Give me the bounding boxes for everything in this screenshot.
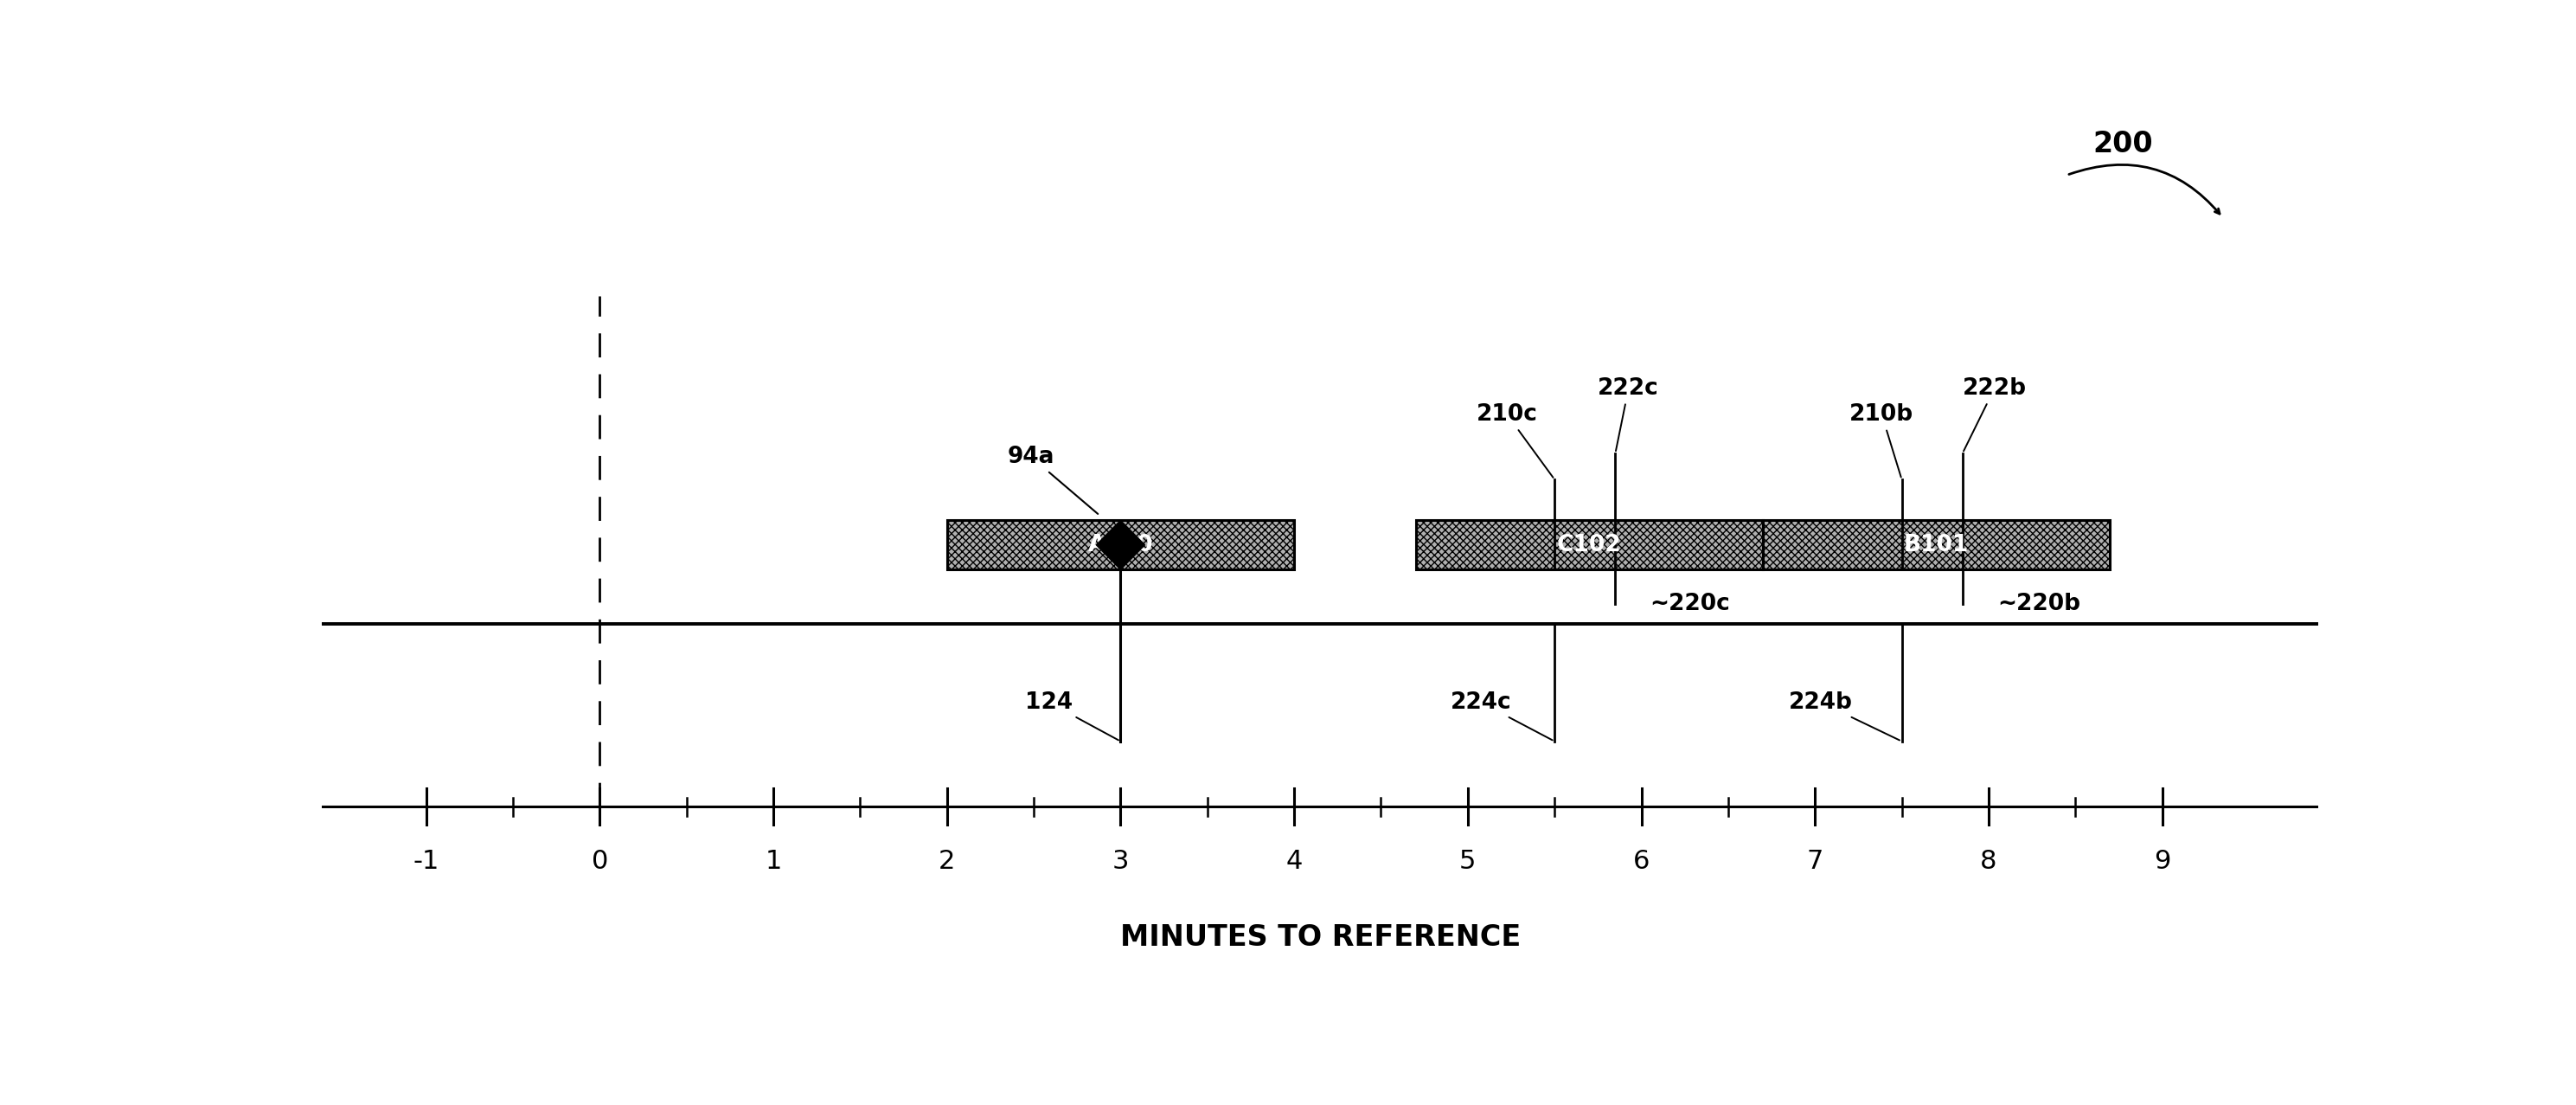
Text: 6: 6 <box>1633 850 1649 874</box>
Bar <box>1762 520 2110 569</box>
Text: 200: 200 <box>2092 130 2154 159</box>
Text: C102: C102 <box>1556 534 1620 556</box>
Text: 222c: 222c <box>1597 377 1659 451</box>
Text: ~220b: ~220b <box>1996 593 2081 615</box>
Text: 0: 0 <box>592 850 608 874</box>
Text: 2: 2 <box>938 850 956 874</box>
Text: 210b: 210b <box>1850 403 1914 477</box>
Text: 9: 9 <box>2154 850 2172 874</box>
Text: 8: 8 <box>1981 850 1996 874</box>
Text: 224c: 224c <box>1450 692 1553 740</box>
Text: ~220c: ~220c <box>1651 593 1731 615</box>
Text: MINUTES TO REFERENCE: MINUTES TO REFERENCE <box>1121 924 1520 951</box>
Text: 222b: 222b <box>1963 377 2027 451</box>
Bar <box>1417 520 1762 569</box>
Text: B101: B101 <box>1904 534 1968 556</box>
Text: 7: 7 <box>1806 850 1824 874</box>
Text: -1: -1 <box>412 850 440 874</box>
Text: 3: 3 <box>1113 850 1128 874</box>
Text: 5: 5 <box>1461 850 1476 874</box>
Text: A100: A100 <box>1087 534 1154 556</box>
Text: 210c: 210c <box>1476 403 1553 477</box>
Text: 94a: 94a <box>1007 445 1097 514</box>
Text: 1: 1 <box>765 850 781 874</box>
Text: 224b: 224b <box>1788 692 1899 740</box>
Text: 4: 4 <box>1285 850 1303 874</box>
Polygon shape <box>1097 520 1144 569</box>
Text: 124: 124 <box>1025 692 1118 740</box>
Bar <box>948 520 1293 569</box>
